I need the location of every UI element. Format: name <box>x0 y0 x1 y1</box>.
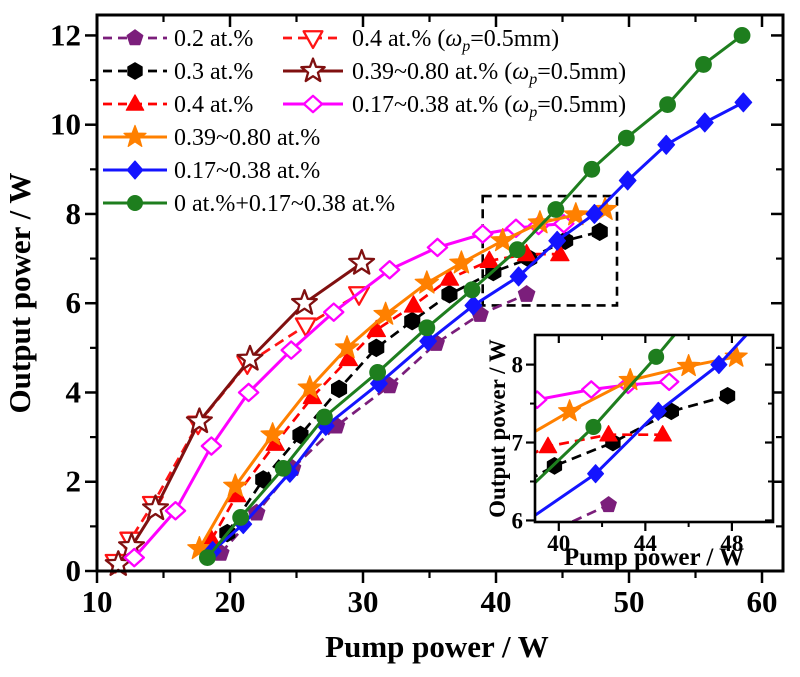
x-tick-label: 40 <box>481 584 512 619</box>
series-0-17-0-38-at- <box>203 92 753 561</box>
inset-x-axis-label: Pump power / W <box>564 544 744 571</box>
y-tick-label: 6 <box>66 285 82 320</box>
x-tick-label: 60 <box>747 584 778 619</box>
legend-label: 0.4 at.% <box>174 92 253 118</box>
series-0-2-at- <box>568 496 617 522</box>
y-tick-label: 0 <box>66 553 82 588</box>
y-tick-label: 12 <box>50 17 81 52</box>
legend-item-0-3-at-: 0.3 at.% <box>103 59 253 85</box>
series-0-4-at- <box>535 425 672 455</box>
y-axis-label: Output power / W <box>2 173 37 414</box>
inset-x-tick-label: 44 <box>634 531 658 556</box>
legend-label: 0.17~0.38 at.% <box>174 158 320 184</box>
legend-item-0-4-at-: 0.4 at.% <box>103 92 253 118</box>
legend-label: 0 at.%+0.17~0.38 at.% <box>174 191 395 217</box>
legend-item-0-at-0-17-0-38-at-: 0 at.%+0.17~0.38 at.% <box>103 191 395 217</box>
inset-y-axis-label: Output power / W <box>485 339 510 518</box>
legend-label: 0.17~0.38 at.% (ωp=0.5mm) <box>352 92 626 121</box>
legend: 0.2 at.% 0.3 at.% 0.4 at.% 0.39~0.80 at.% 0.… <box>103 26 626 217</box>
main-plot-series <box>104 27 753 576</box>
inset-x-tick-label: 40 <box>547 531 570 556</box>
legend-label: 0.39~0.80 at.% (ωp=0.5mm) <box>352 59 626 88</box>
inset-plot: 40 44 48 6 7 8 Pump power / W Output power / W <box>485 333 775 571</box>
series-0-at-0-17-0-38-at- <box>198 27 751 567</box>
legend-label: 0.2 at.% <box>174 26 253 52</box>
x-tick-label: 50 <box>614 584 645 619</box>
legend-item-0-2-at-: 0.2 at.% <box>103 26 253 52</box>
x-tick-label: 20 <box>215 584 246 619</box>
series-0-at-0-17-0-38-at- <box>535 335 677 485</box>
x-tick-label: 10 <box>82 584 113 619</box>
legend-item-0-17-0-38-at-: 0.17~0.38 at.% <box>103 158 320 184</box>
series-0-39-0-80-at--w05mm <box>104 248 376 576</box>
main-plot-frame <box>95 13 785 573</box>
legend-item-0-39-0-80-at-: 0.39~0.80 at.% <box>103 124 320 151</box>
x-tick-label: 30 <box>348 584 379 619</box>
series-0-39-0-80-at- <box>187 196 618 560</box>
inset-y-tick-label: 6 <box>512 508 524 533</box>
zoom-region-box <box>481 194 619 307</box>
y-tick-label: 4 <box>66 374 82 409</box>
legend-item-0-39-0-80-at--w05mm: 0.39~0.80 at.% (ωp=0.5mm) <box>283 57 626 88</box>
inset-y-tick-label: 8 <box>512 353 524 378</box>
y-tick-label: 2 <box>66 464 82 499</box>
series-0-17-0-38-at- <box>535 335 749 518</box>
main-axes: 10 20 30 40 50 60 0 2 4 6 8 10 12 Pump power / W Outpu… <box>2 15 783 664</box>
inset-y-tick-label: 7 <box>512 431 524 456</box>
x-axis-label: Pump power / W <box>325 629 549 664</box>
y-tick-label: 8 <box>66 196 82 231</box>
legend-item-0-4-at--w05mm: 0.4 at.% (ωp=0.5mm) <box>283 26 559 55</box>
legend-label: 0.39~0.80 at.% <box>174 125 320 151</box>
inset-frame <box>533 333 775 524</box>
legend-label: 0.3 at.% <box>174 59 253 85</box>
inset-x-tick-label: 48 <box>720 531 743 556</box>
y-tick-label: 10 <box>50 107 81 142</box>
legend-label: 0.4 at.% (ωp=0.5mm) <box>352 26 559 55</box>
inset-series <box>535 335 749 522</box>
series-0-4-at- <box>201 243 570 547</box>
legend-item-0-17-0-38-at--w05mm: 0.17~0.38 at.% (ωp=0.5mm) <box>283 92 626 121</box>
